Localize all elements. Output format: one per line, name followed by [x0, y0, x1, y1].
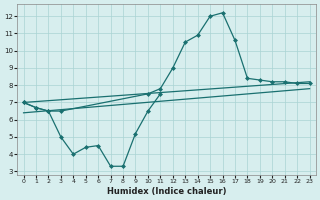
X-axis label: Humidex (Indice chaleur): Humidex (Indice chaleur) [107, 187, 226, 196]
